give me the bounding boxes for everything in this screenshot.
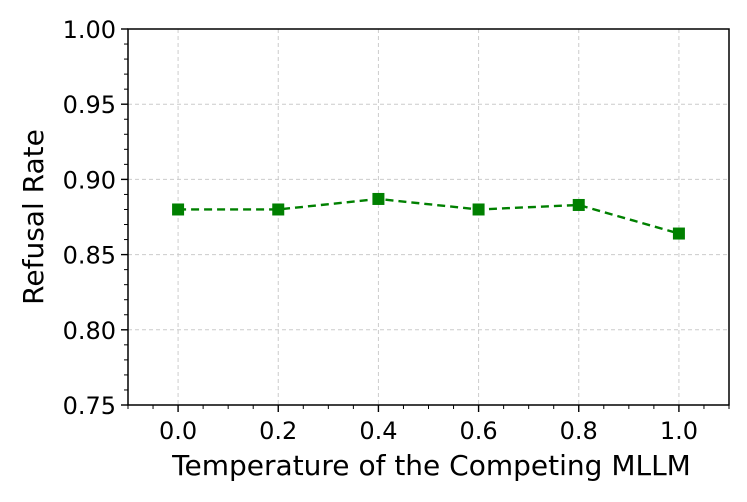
y-tick-label: 0.80	[63, 317, 116, 345]
series-line	[178, 197, 680, 235]
data-point-marker	[472, 203, 485, 216]
x-tick-label: 1.0	[660, 417, 698, 445]
plot-frame	[127, 28, 730, 406]
data-point-marker	[172, 203, 185, 216]
data-point-marker	[672, 227, 685, 240]
x-tick-label: 0.6	[459, 417, 497, 445]
data-point-marker	[372, 192, 385, 205]
tick-labels: 0.0 0.2 0.4 0.6 0.8 1.0 0.75 0.80 0.85 0.90 0.95 1.…	[63, 16, 698, 445]
grid	[128, 28, 729, 406]
series-layer	[172, 192, 685, 240]
y-tick-label: 0.75	[63, 392, 116, 420]
x-tick-label: 0.0	[159, 417, 197, 445]
major-ticks	[121, 28, 680, 412]
data-point-marker	[272, 203, 285, 216]
x-tick-label: 0.2	[259, 417, 297, 445]
x-tick-label: 0.8	[560, 417, 598, 445]
x-tick-label: 0.4	[359, 417, 397, 445]
y-tick-label: 0.85	[63, 242, 116, 270]
y-tick-label: 0.95	[63, 91, 116, 119]
y-tick-label: 0.90	[63, 166, 116, 194]
y-tick-label: 1.00	[63, 16, 116, 44]
data-point-marker	[572, 198, 585, 211]
x-axis-label: Temperature of the Competing MLLM	[171, 449, 691, 482]
minor-ticks	[124, 43, 730, 409]
y-axis-label: Refusal Rate	[17, 129, 50, 305]
